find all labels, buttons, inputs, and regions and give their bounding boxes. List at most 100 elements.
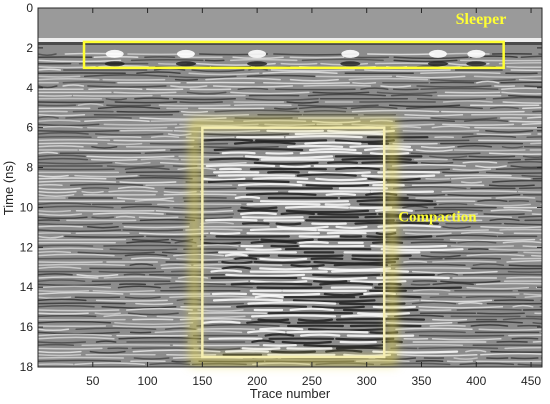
reflection-stripe: [38, 68, 62, 71]
reflection-stripe: [303, 109, 347, 113]
reflection-stripe: [38, 244, 94, 247]
reflection-stripe: [38, 312, 89, 315]
reflection-stripe: [506, 259, 542, 263]
reflection-stripe: [510, 165, 542, 169]
reflection-stripe: [506, 276, 542, 279]
reflection-stripe: [287, 145, 344, 148]
reflection-stripe: [86, 155, 175, 159]
reflection-stripe: [259, 267, 313, 271]
reflection-stripe: [474, 203, 531, 207]
reflection-stripe: [524, 85, 542, 88]
reflection-stripe: [502, 101, 542, 104]
reflection-stripe: [139, 117, 227, 120]
reflection-stripe: [267, 170, 300, 174]
reflection-stripe: [435, 234, 498, 238]
reflection-stripe: [222, 265, 251, 270]
reflection-stripe: [315, 177, 367, 182]
reflection-stripe: [38, 333, 112, 337]
reflection-stripe: [297, 104, 379, 107]
reflection-stripe: [526, 116, 542, 119]
reflection-stripe: [305, 219, 395, 223]
reflection-stripe: [103, 314, 148, 318]
reflection-stripe: [459, 362, 515, 366]
reflection-stripe: [415, 359, 444, 362]
reflection-stripe: [303, 84, 372, 87]
reflection-stripe: [473, 75, 542, 78]
reflection-stripe: [179, 317, 252, 321]
reflection-stripe: [285, 135, 363, 139]
reflection-stripe: [131, 257, 170, 260]
reflection-stripe: [160, 263, 192, 266]
reflection-stripe: [38, 78, 100, 81]
reflection-stripe: [237, 87, 269, 90]
reflection-stripe: [335, 346, 386, 350]
y-tick-label: 14: [20, 280, 34, 294]
reflection-stripe: [524, 158, 542, 161]
reflection-stripe: [510, 357, 539, 360]
reflection-stripe: [229, 58, 298, 62]
reflection-stripe: [38, 298, 87, 302]
reflection-stripe: [205, 77, 281, 81]
compaction-glow: [189, 118, 398, 367]
reflection-stripe: [442, 123, 515, 126]
reflection-stripe: [169, 285, 253, 289]
reflection-stripe: [38, 202, 92, 206]
surface-band: [38, 8, 542, 38]
reflection-stripe: [420, 146, 455, 149]
reflection-stripe: [144, 151, 220, 154]
reflection-stripe: [307, 93, 387, 97]
reflection-stripe: [395, 75, 466, 79]
reflection-stripe: [62, 84, 85, 87]
reflection-stripe: [289, 78, 339, 82]
reflection-stripe: [438, 203, 468, 206]
reflection-stripe: [230, 91, 310, 95]
reflection-stripe: [296, 173, 357, 177]
reflection-stripe: [205, 218, 258, 222]
reflection-stripe: [38, 174, 69, 178]
reflection-stripe: [201, 241, 241, 245]
reflection-stripe: [412, 288, 451, 292]
reflection-stripe: [530, 142, 542, 145]
reflection-stripe: [205, 164, 276, 168]
surface-reflection-dark: [38, 42, 542, 45]
reflection-stripe: [468, 155, 516, 158]
reflection-stripe: [169, 295, 255, 298]
y-tick-label: 16: [20, 320, 34, 334]
reflection-stripe: [214, 109, 300, 113]
reflection-stripe: [286, 101, 319, 104]
reflection-stripe: [259, 327, 304, 331]
compaction-label: Compaction: [398, 209, 477, 225]
sleeper-reflection: [467, 49, 486, 58]
reflection-stripe: [202, 320, 241, 324]
reflection-stripe: [209, 157, 260, 161]
reflection-stripe: [38, 328, 70, 332]
sleeper-reflection-shadow: [340, 61, 361, 67]
reflection-stripe: [360, 87, 389, 90]
reflection-stripe: [503, 222, 542, 226]
sleeper-reflection: [105, 49, 124, 58]
reflection-stripe: [240, 206, 278, 210]
y-tick-label: 4: [26, 81, 33, 95]
reflection-stripe: [490, 350, 542, 353]
reflection-stripe: [38, 350, 82, 354]
reflection-stripe: [450, 245, 515, 248]
reflection-stripe: [327, 161, 359, 164]
reflection-stripe: [432, 282, 474, 286]
y-axis-label: Time (ns): [1, 161, 16, 215]
reflection-stripe: [134, 97, 170, 100]
reflection-stripe: [506, 66, 542, 69]
reflection-stripe: [92, 212, 164, 215]
reflection-stripe: [296, 180, 386, 185]
reflection-stripe: [308, 148, 357, 152]
reflection-stripe: [452, 168, 492, 171]
reflection-stripe: [508, 94, 542, 98]
reflection-stripe: [280, 62, 318, 66]
reflection-stripe: [131, 238, 170, 242]
reflection-stripe: [431, 125, 470, 129]
reflection-stripe: [234, 256, 258, 260]
reflection-stripe: [312, 273, 381, 277]
y-tick-label: 12: [20, 240, 34, 254]
reflection-stripe: [441, 215, 513, 218]
reflection-stripe: [149, 142, 229, 145]
reflection-stripe: [279, 164, 311, 169]
